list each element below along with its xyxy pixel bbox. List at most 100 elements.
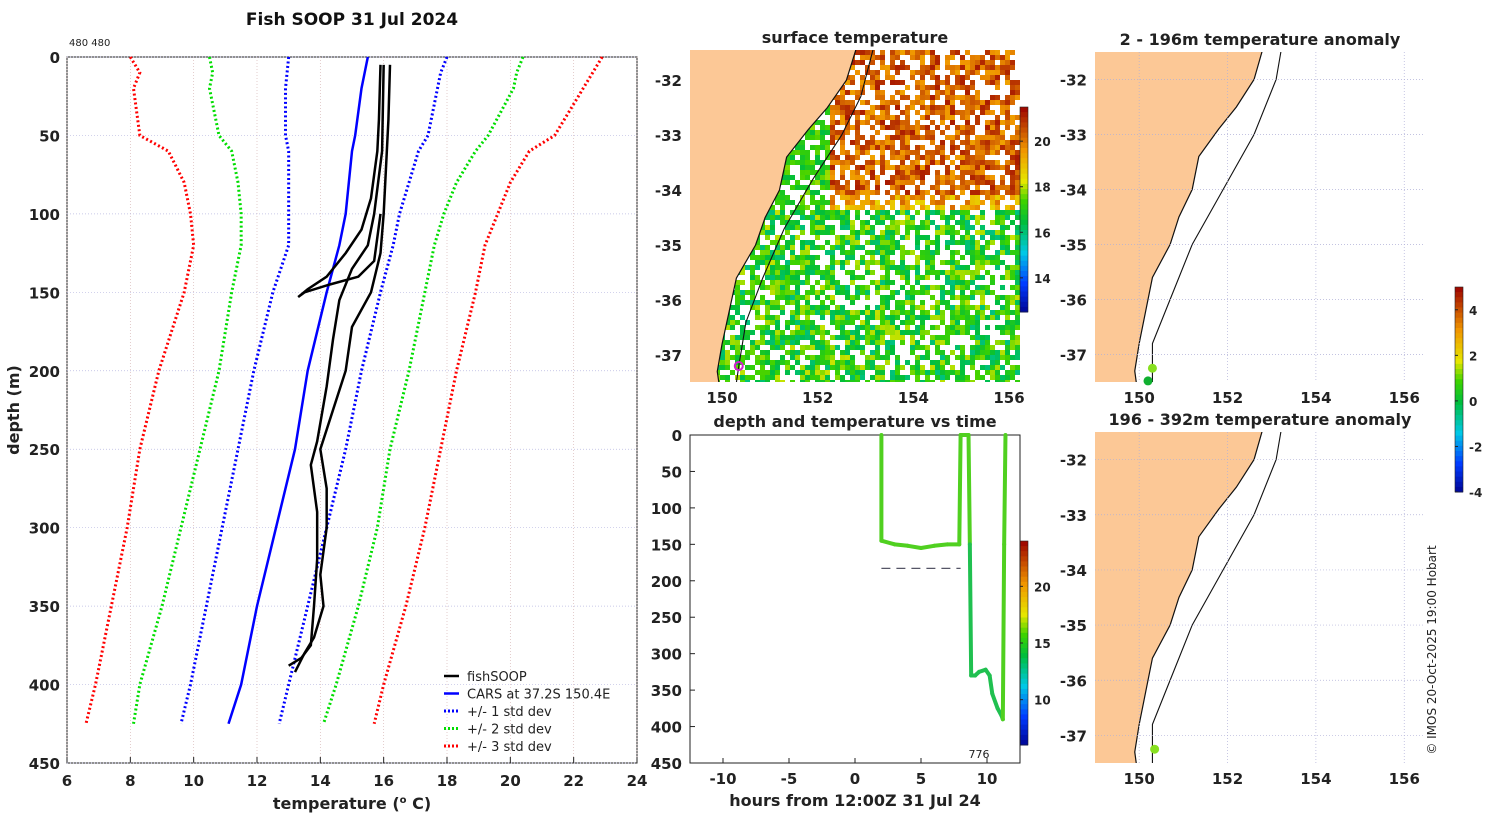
sst-pixel (1015, 150, 1020, 155)
lat-tick-label: -37 (1060, 347, 1087, 365)
sst-pixel (905, 325, 910, 330)
sst-pixel (950, 180, 955, 185)
sst-pixel (800, 350, 805, 355)
sst-pixel (1015, 185, 1020, 190)
sst-pixel (980, 150, 985, 155)
sst-pixel (955, 345, 960, 350)
sst-pixel (980, 75, 985, 80)
sst-pixel (875, 75, 880, 80)
sst-pixel (810, 255, 815, 260)
sst-pixel (975, 140, 980, 145)
sst-pixel (990, 55, 995, 60)
sst-pixel (820, 300, 825, 305)
sst-pixel (975, 150, 980, 155)
sst-pixel (955, 305, 960, 310)
sst-pixel (935, 85, 940, 90)
sst-pixel (900, 335, 905, 340)
sst-pixel (835, 160, 840, 165)
sst-pixel (965, 155, 970, 160)
sst-pixel (895, 65, 900, 70)
sst-pixel (885, 165, 890, 170)
sst-pixel (930, 70, 935, 75)
sst-pixel (910, 160, 915, 165)
sst-pixel (925, 375, 930, 380)
sst-pixel (970, 320, 975, 325)
sst-pixel (770, 365, 775, 370)
sst-pixel (975, 200, 980, 205)
colorbar-segment (1020, 117, 1028, 123)
sst-pixel (940, 145, 945, 150)
sst-pixel (815, 155, 820, 160)
sst-pixel (860, 350, 865, 355)
sst-pixel (1005, 355, 1010, 360)
sst-pixel (780, 330, 785, 335)
sst-pixel (850, 105, 855, 110)
sst-pixel (785, 295, 790, 300)
sst-pixel (775, 235, 780, 240)
sst-pixel (790, 220, 795, 225)
sst-pixel (1015, 365, 1020, 370)
sst-pixel (805, 280, 810, 285)
sst-pixel (780, 250, 785, 255)
sst-pixel (1010, 295, 1015, 300)
sst-pixel (725, 375, 730, 380)
sst-pixel (890, 205, 895, 210)
sst-pixel (760, 230, 765, 235)
sst-pixel (990, 185, 995, 190)
sst-pixel (765, 350, 770, 355)
copyright-text: © IMOS 20-Oct-2025 19:00 Hobart (1425, 545, 1439, 755)
sst-pixel (945, 270, 950, 275)
sst-pixel (805, 160, 810, 165)
sst-pixel (795, 355, 800, 360)
sst-pixel (1010, 100, 1015, 105)
sst-pixel (970, 130, 975, 135)
sst-pixel (890, 80, 895, 85)
sst-pixel (945, 290, 950, 295)
sst-pixel (900, 170, 905, 175)
sst-pixel (925, 315, 930, 320)
sst-pixel (810, 265, 815, 270)
sst-pixel (975, 220, 980, 225)
sst-pixel (815, 220, 820, 225)
sst-pixel (855, 335, 860, 340)
sst-pixel (1000, 250, 1005, 255)
sst-pixel (905, 230, 910, 235)
sst-colorbar (1019, 106, 1029, 313)
sst-pixel (765, 255, 770, 260)
sst-pixel (900, 130, 905, 135)
sst-pixel (915, 290, 920, 295)
sst-pixel (905, 280, 910, 285)
sst-pixel (990, 130, 995, 135)
sst-pixel (1005, 95, 1010, 100)
sst-pixel (990, 95, 995, 100)
sst-pixel (885, 180, 890, 185)
colorbar-tick-label: -2 (1469, 440, 1482, 454)
sst-pixel (890, 165, 895, 170)
sst-pixel (805, 190, 810, 195)
sst-pixel (960, 175, 965, 180)
sst-pixel (770, 335, 775, 340)
sst-pixel (965, 180, 970, 185)
lon-tick-label: 156 (993, 389, 1024, 407)
profile-axes-box (66, 56, 638, 764)
sst-pixel (925, 265, 930, 270)
sst-pixel (730, 315, 735, 320)
sst-pixel (965, 325, 970, 330)
sst-pixel (930, 195, 935, 200)
sst-pixel (795, 300, 800, 305)
sst-pixel (750, 295, 755, 300)
sst-pixel (990, 355, 995, 360)
sst-pixel (965, 105, 970, 110)
sst-pixel (990, 165, 995, 170)
sst-pixel (895, 150, 900, 155)
sst-pixel (925, 225, 930, 230)
sst-pixel (820, 225, 825, 230)
sst-pixel (870, 255, 875, 260)
sst-pixel (920, 345, 925, 350)
x-tick-label: -10 (709, 770, 736, 788)
colorbar-segment (1020, 255, 1028, 262)
sst-pixel (780, 195, 785, 200)
sst-pixel (1015, 345, 1020, 350)
colorbar-segment (1455, 363, 1463, 370)
sst-pixel (1015, 300, 1020, 305)
